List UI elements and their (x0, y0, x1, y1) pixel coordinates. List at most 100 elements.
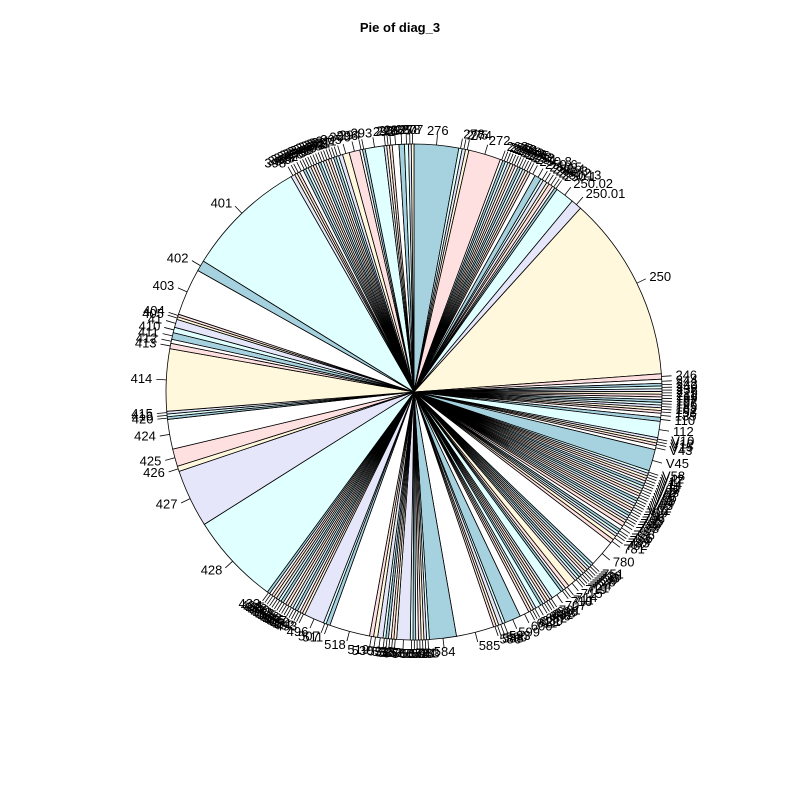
slice-tick (616, 534, 625, 542)
slice-tick (646, 476, 657, 482)
slice-tick (561, 590, 569, 600)
slice-label: 405 (142, 306, 164, 321)
slice-label: 553 (380, 645, 402, 660)
slice-label: 795 (642, 513, 664, 528)
slice-label: 571 (406, 646, 428, 661)
slice-label: 784 (630, 533, 652, 548)
slice-tick (579, 575, 588, 584)
slice-tick (619, 530, 629, 537)
slice-label: 287 (384, 123, 406, 138)
slice-label: 486 (263, 612, 285, 627)
slice-tick (394, 134, 396, 145)
slice-label: 788 (637, 521, 659, 536)
slice-tick (617, 532, 627, 539)
slice-tick (276, 601, 283, 611)
slice-tick (400, 134, 403, 145)
slice-label: 519 (347, 642, 369, 657)
slice-tick (269, 597, 276, 607)
labels-layer: 276 2782752742722682662632622612602592582… (131, 122, 698, 661)
slice-label: V10 (671, 434, 694, 449)
slice-label: 262 (515, 142, 537, 157)
slice-tick (351, 141, 355, 152)
slice-label: 199 (676, 391, 698, 406)
slice-label: 482 (260, 610, 282, 625)
slice-tick (331, 147, 336, 158)
slice-label: V11 (658, 479, 680, 494)
slice-tick (537, 168, 544, 178)
slice-label: 349 (287, 144, 309, 159)
slice-tick (601, 553, 611, 561)
slice-label: 414 (131, 371, 153, 386)
slice-tick (629, 514, 639, 520)
slice-tick (290, 164, 297, 175)
slice-label: 581 (415, 646, 437, 661)
slice-tick (159, 433, 170, 437)
slice-tick (309, 618, 315, 629)
slice-tick (168, 468, 179, 473)
slice-label: V04 (651, 495, 674, 510)
slice-tick (278, 603, 285, 613)
slice-label: 729 (596, 572, 618, 587)
slice-tick (657, 438, 668, 442)
slice-label: 327 (311, 135, 333, 150)
slice-tick (225, 560, 233, 569)
slice-label: 278 (399, 122, 421, 137)
slice-tick (288, 608, 295, 618)
slice-tick (323, 150, 328, 160)
slice-label: V12 (671, 437, 694, 452)
slice-label: 260 (520, 144, 542, 159)
slice-label: 727 (592, 576, 614, 591)
slice-label: 242 (676, 376, 698, 391)
slice-label: 410 (139, 318, 161, 333)
slice-tick (165, 457, 175, 461)
slice-tick (547, 174, 554, 184)
slice-tick (463, 139, 467, 150)
slice-label: 492 (273, 617, 295, 632)
slice-tick (503, 151, 509, 162)
slice-label: 584 (434, 644, 456, 659)
slice-tick (636, 278, 647, 284)
slice-label: 250.2 (559, 165, 592, 180)
slice-label: 465 (255, 607, 277, 622)
slice-label: 357 (279, 148, 301, 163)
slice-label: 253 (530, 149, 552, 164)
slice-label: V06 (654, 490, 677, 505)
slice-tick (293, 611, 299, 621)
slice-label: 780 (613, 555, 635, 570)
slice-label: 537 (378, 645, 400, 660)
slice-tick (518, 158, 524, 168)
slice-label: 585 (479, 638, 501, 653)
slice-tick (523, 160, 529, 170)
slice-label: 290 (376, 123, 398, 138)
slice-tick (369, 636, 372, 647)
slice-label: 263 (512, 141, 534, 156)
slice-tick (296, 612, 302, 622)
slice-tick (164, 327, 174, 331)
slice-tick (581, 573, 590, 582)
slice-label: 787 (636, 524, 658, 539)
slices-layer (165, 143, 663, 641)
slice-tick (626, 518, 636, 525)
slice-label: V07 (655, 487, 678, 502)
slice-label: 294 (339, 127, 361, 142)
slice-label: 250.3 (556, 164, 589, 179)
slice-tick (625, 521, 635, 528)
slice-tick (508, 153, 514, 164)
slice-tick (645, 479, 656, 484)
slice-label: V45 (666, 456, 689, 471)
slice-tick (373, 636, 376, 647)
slice-tick (168, 312, 179, 316)
slice-label: V42 (661, 471, 684, 486)
slice-label: 311 (316, 134, 337, 149)
slice-tick (576, 196, 584, 205)
slice-label: 411 (138, 325, 159, 340)
slice-tick (577, 577, 586, 586)
slice-label: 337 (298, 140, 320, 155)
slice-tick (555, 180, 562, 189)
slice-label: 404 (143, 303, 165, 318)
slice-label: 531 (368, 644, 390, 659)
slice-label: V08 (656, 485, 679, 500)
slice-label: 721 (587, 580, 609, 595)
slice-label: 518 (324, 637, 346, 652)
